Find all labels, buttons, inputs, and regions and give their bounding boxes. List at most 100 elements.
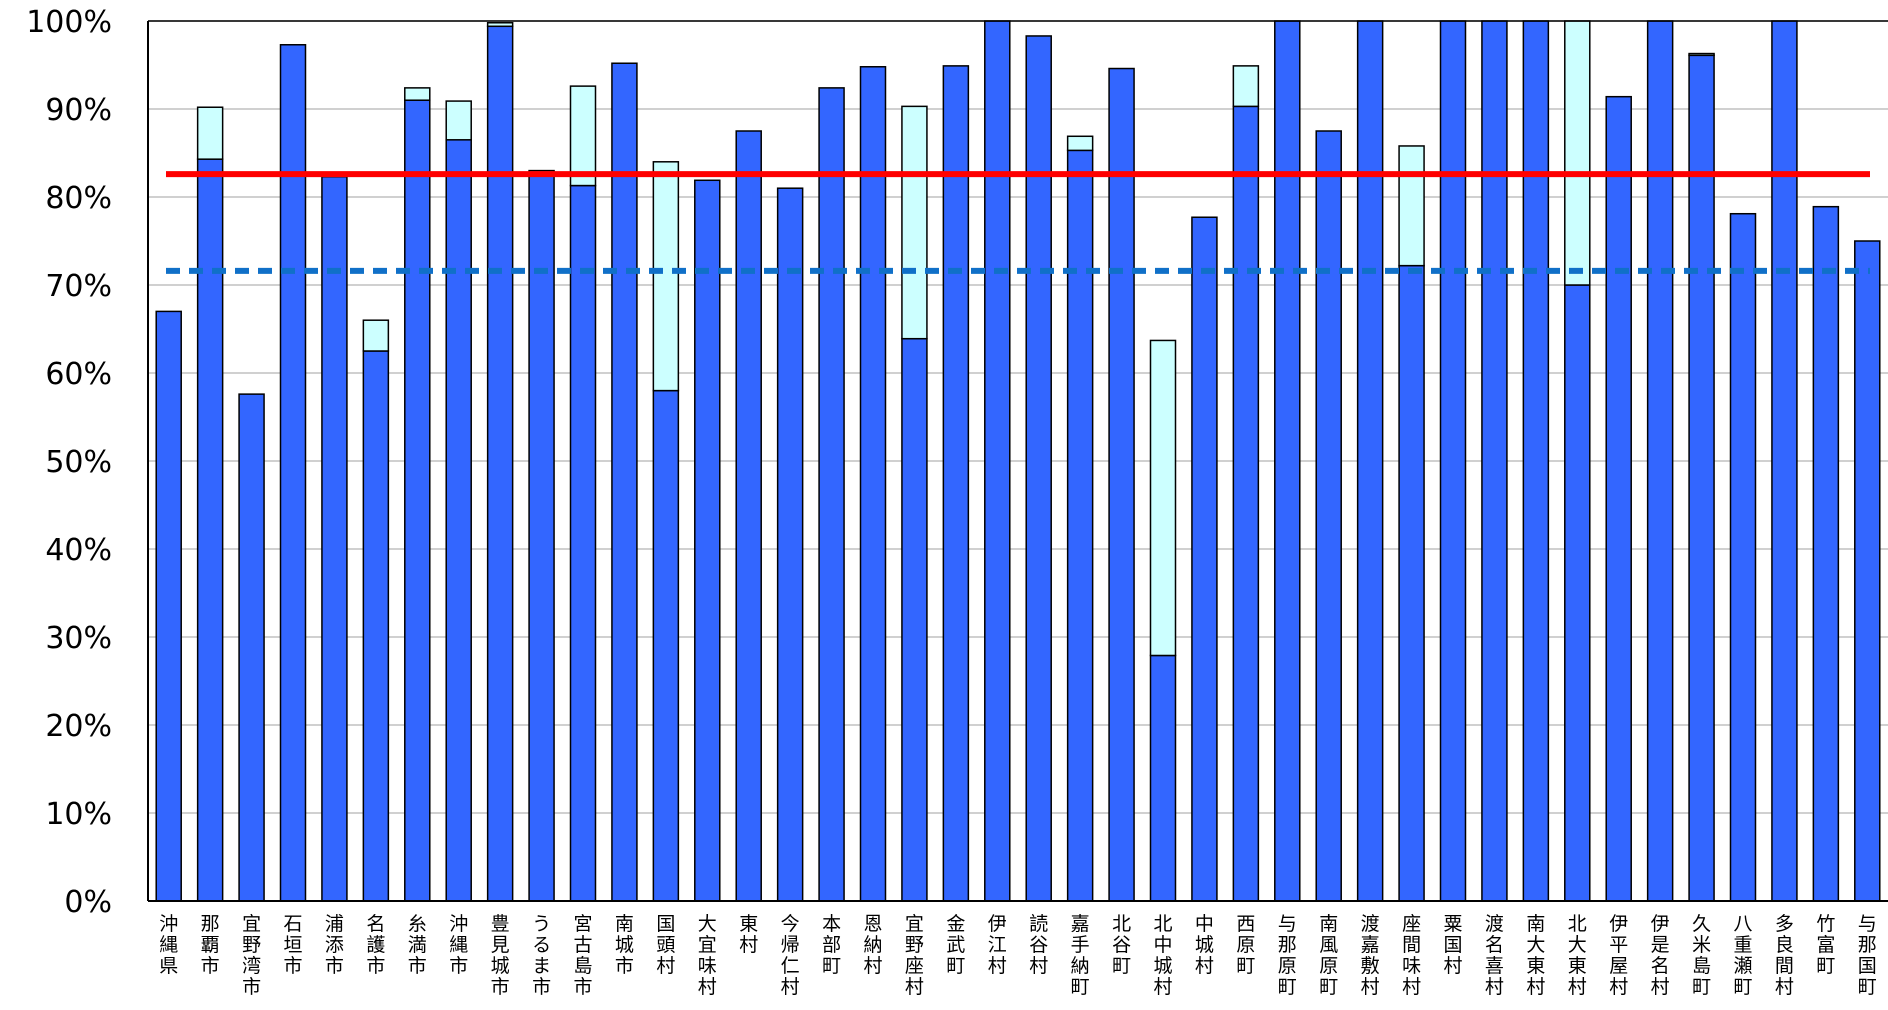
- bar-primary: [155, 310, 182, 902]
- x-tick-label: 金武町: [946, 913, 965, 977]
- x-tick-label: 宜野湾市: [242, 913, 261, 998]
- y-tick-label: 70%: [45, 269, 112, 304]
- x-tick-label: 八重瀬町: [1733, 913, 1752, 998]
- x-tick-label: 読谷村: [1029, 913, 1048, 977]
- x-tick-label: 嘉手納町: [1071, 913, 1090, 998]
- bar-primary: [1605, 95, 1632, 902]
- bar-primary: [1066, 149, 1094, 902]
- x-tick-label: 南城市: [615, 913, 634, 977]
- x-axis-tick-labels: 沖縄県 那覇市 宜野湾市 石垣市 浦添市 名護市 糸満市 沖縄市 豊見城市 うるま市 宮古島市 南城市…: [159, 913, 1877, 998]
- bar-primary: [859, 66, 887, 902]
- x-tick-label: 豊見城市: [491, 913, 510, 998]
- x-tick-label: 多良間村: [1775, 913, 1794, 998]
- y-tick-label: 20%: [45, 709, 112, 744]
- bar-primary: [901, 337, 928, 902]
- y-tick-label: 40%: [45, 533, 112, 568]
- x-tick-label: 那覇市: [201, 913, 220, 977]
- x-tick-label: 浦添市: [325, 913, 344, 977]
- bar-secondary: [362, 319, 390, 352]
- x-tick-label: 伊平屋村: [1609, 913, 1628, 998]
- y-tick-label: 60%: [45, 357, 112, 392]
- bar-primary: [1315, 130, 1342, 902]
- bar-primary: [569, 184, 597, 902]
- x-tick-label: 渡嘉敷村: [1361, 913, 1380, 998]
- x-tick-label: 本部町: [822, 913, 841, 977]
- bar-primary: [1481, 20, 1508, 902]
- bar-primary: [1812, 205, 1840, 902]
- bar-primary: [279, 44, 307, 902]
- bar-secondary: [196, 106, 224, 160]
- y-tick-label: 90%: [45, 93, 112, 128]
- bars: [155, 20, 1881, 902]
- bar-secondary: [1564, 20, 1591, 286]
- bar-primary: [942, 65, 970, 902]
- x-tick-label: 沖縄市: [449, 913, 468, 977]
- x-tick-label: 北中城村: [1153, 913, 1172, 998]
- x-tick-label: 国頭村: [656, 913, 675, 977]
- bar-primary: [818, 87, 845, 902]
- bar-primary: [1274, 20, 1301, 902]
- bar-secondary: [901, 105, 928, 340]
- x-tick-label: 久米島町: [1692, 913, 1711, 998]
- bar-secondary: [652, 161, 680, 392]
- bar-primary: [1439, 20, 1467, 902]
- y-tick-label: 80%: [45, 181, 112, 216]
- bar-primary: [1025, 35, 1052, 902]
- bar-primary: [1771, 20, 1798, 902]
- bar-primary: [1108, 67, 1135, 902]
- axes: [147, 20, 1888, 902]
- x-tick-label: 粟国村: [1443, 913, 1462, 977]
- bar-primary: [1564, 284, 1591, 902]
- bar-secondary: [569, 85, 597, 187]
- x-tick-label: 渡名喜村: [1485, 913, 1504, 998]
- x-tick-label: 名護市: [366, 913, 385, 977]
- bar-primary: [652, 389, 680, 902]
- bar-primary: [1688, 54, 1715, 902]
- x-tick-label: 北大東村: [1568, 913, 1587, 998]
- bar-secondary: [1688, 52, 1715, 57]
- bar-primary: [486, 25, 514, 902]
- x-tick-label: 今帰仁村: [781, 913, 800, 998]
- bar-secondary: [1066, 135, 1094, 152]
- bar-primary: [238, 393, 265, 902]
- x-tick-label: 伊是名村: [1651, 913, 1670, 998]
- bar-primary: [694, 179, 721, 902]
- bar-primary: [611, 62, 638, 902]
- bar-primary: [445, 139, 472, 902]
- x-tick-label: 東村: [739, 913, 758, 956]
- bar-secondary: [1149, 339, 1177, 657]
- x-tick-label: うるま市: [532, 913, 551, 998]
- bar-primary: [776, 187, 804, 902]
- x-tick-label: 沖縄県: [159, 913, 178, 977]
- x-tick-label: 宮古島市: [573, 913, 592, 998]
- x-tick-label: 南風原町: [1319, 913, 1338, 998]
- x-tick-label: 北谷町: [1112, 913, 1131, 977]
- bar-primary: [984, 20, 1011, 902]
- bar-primary: [1729, 212, 1757, 902]
- x-tick-label: 糸満市: [408, 913, 427, 977]
- bar-primary: [1232, 105, 1260, 902]
- x-tick-label: 恩納村: [863, 913, 882, 977]
- y-tick-label: 50%: [45, 445, 112, 480]
- x-tick-label: 与那国町: [1858, 913, 1877, 998]
- x-tick-label: 西原町: [1236, 913, 1255, 977]
- bar-primary: [1646, 20, 1674, 902]
- bar-primary: [1522, 20, 1550, 902]
- x-tick-label: 伊江村: [988, 913, 1007, 977]
- bar-primary: [1191, 216, 1218, 902]
- y-tick-label: 30%: [45, 621, 112, 656]
- bar-secondary: [486, 22, 514, 28]
- x-tick-label: 座間味村: [1402, 913, 1421, 998]
- bar-secondary: [1398, 145, 1425, 267]
- bar-primary: [1398, 264, 1425, 902]
- y-axis-tick-labels: 0% 10% 20% 30% 40% 50% 60% 70% 80% 90% 100%: [26, 5, 112, 920]
- x-tick-label: 竹富町: [1816, 913, 1835, 977]
- x-tick-label: 南大東村: [1526, 913, 1545, 998]
- bar-primary: [528, 171, 555, 902]
- y-tick-label: 100%: [26, 5, 112, 40]
- bar-primary: [321, 176, 348, 902]
- bar-secondary: [445, 100, 472, 141]
- x-tick-label: 石垣市: [283, 913, 302, 977]
- reference-lines: [166, 171, 1870, 274]
